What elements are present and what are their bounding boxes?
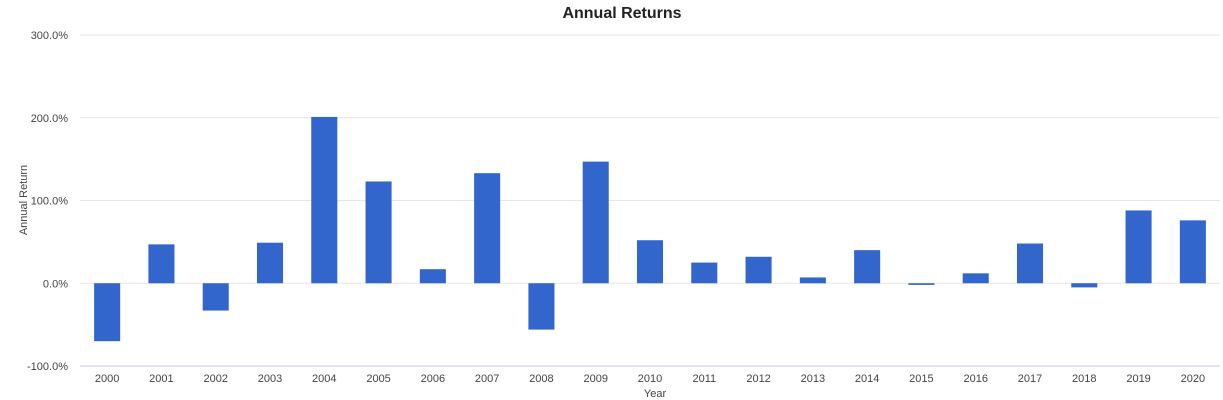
bar-2000[interactable]	[94, 283, 121, 342]
x-tick-label: 2016	[963, 373, 987, 385]
x-tick-label: 2013	[801, 373, 825, 385]
x-tick-label: 2014	[855, 373, 879, 385]
bar-2008[interactable]	[528, 283, 555, 330]
bar-2020[interactable]	[1179, 220, 1206, 284]
y-axis-label: Annual Return	[18, 165, 30, 235]
x-tick-label: 2001	[149, 373, 173, 385]
bars	[94, 116, 1206, 342]
x-tick-label: 2005	[366, 373, 390, 385]
x-tick-label: 2006	[421, 373, 445, 385]
x-tick-label: 2015	[909, 373, 933, 385]
y-tick-label: 100.0%	[31, 196, 69, 208]
bar-2017[interactable]	[1016, 243, 1044, 284]
bar-2005[interactable]	[365, 181, 392, 284]
y-tick-label: 200.0%	[31, 113, 69, 125]
x-tick-label: 2018	[1072, 373, 1096, 385]
x-tick-label: 2012	[746, 373, 770, 385]
x-tick-label: 2017	[1018, 373, 1042, 385]
x-tick-label: 2007	[475, 373, 499, 385]
x-tick-label: 2004	[312, 373, 336, 385]
bar-2010[interactable]	[636, 240, 664, 284]
x-tick-label: 2020	[1181, 373, 1205, 385]
x-tick-label: 2019	[1126, 373, 1150, 385]
x-axis-ticks: 2000 2001 2002 2003 2004 2005 2006 2007 2008 2009…	[95, 373, 1205, 385]
x-axis-label: Year	[644, 388, 667, 400]
grid-lines	[80, 34, 1220, 367]
y-tick-label: 300.0%	[31, 30, 69, 42]
bar-2019[interactable]	[1125, 210, 1152, 284]
x-tick-label: 2011	[692, 373, 716, 385]
x-tick-label: 2010	[638, 373, 662, 385]
bar-2011[interactable]	[691, 262, 718, 284]
bar-2016[interactable]	[962, 273, 989, 284]
y-axis-ticks: 300.0% 200.0% 100.0% 0.0% -100.0%	[27, 30, 68, 373]
y-tick-label: 0.0%	[43, 278, 68, 290]
x-tick-label: 2009	[583, 373, 607, 385]
bar-2015[interactable]	[908, 283, 935, 285]
bar-2013[interactable]	[799, 277, 826, 284]
bar-2004[interactable]	[311, 116, 338, 284]
bar-2009[interactable]	[582, 161, 609, 284]
bar-2014[interactable]	[854, 250, 881, 284]
chart-title: Annual Returns	[562, 5, 681, 22]
bar-2001[interactable]	[148, 244, 175, 284]
x-tick-label: 2003	[258, 373, 282, 385]
bar-2007[interactable]	[474, 173, 501, 284]
bar-2002[interactable]	[202, 283, 229, 311]
bar-2006[interactable]	[419, 269, 446, 284]
x-tick-label: 2008	[529, 373, 553, 385]
bar-2018[interactable]	[1071, 283, 1098, 288]
x-tick-label: 2000	[95, 373, 119, 385]
bar-2003[interactable]	[256, 242, 284, 284]
bar-2012[interactable]	[745, 256, 772, 284]
y-tick-label: -100.0%	[27, 361, 68, 373]
x-tick-label: 2002	[203, 373, 227, 385]
